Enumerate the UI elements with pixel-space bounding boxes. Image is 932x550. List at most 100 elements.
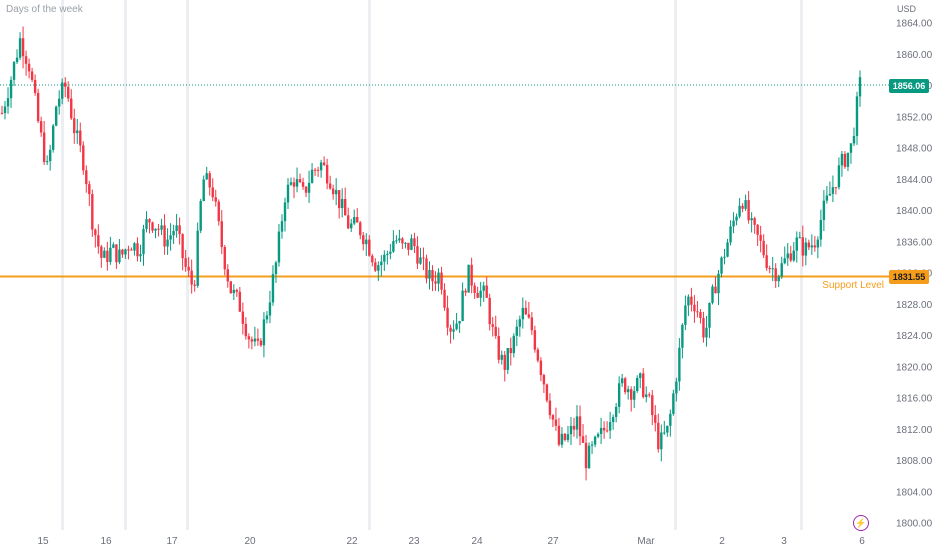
candle-body (828, 193, 832, 196)
candle-body (214, 197, 217, 202)
candle-body (217, 201, 220, 222)
candle-body (127, 249, 130, 251)
candle-body (479, 290, 482, 298)
candle-body (485, 285, 488, 298)
candle-body (157, 228, 160, 230)
candle-body (253, 338, 257, 342)
candle-body (687, 296, 690, 306)
candle-body (636, 377, 639, 392)
candle-body (681, 324, 684, 348)
candle-body (172, 230, 175, 236)
candle-body (27, 63, 31, 72)
candle-body (425, 258, 428, 279)
candle-body (566, 434, 570, 440)
candle-body (626, 389, 630, 393)
candle-body (88, 184, 91, 195)
candle-body (596, 434, 600, 437)
candle-body (331, 188, 335, 195)
candle-body (61, 82, 64, 99)
candle-body (307, 182, 311, 193)
candle-body (663, 432, 666, 434)
candle-body (226, 269, 229, 282)
candle-body (100, 246, 103, 258)
candle-body (313, 169, 317, 171)
candle-body (834, 187, 838, 189)
candle-body (166, 239, 169, 247)
candle-body (106, 250, 109, 262)
candle-body (852, 135, 856, 144)
candle-body (858, 77, 862, 97)
candle-body (51, 125, 55, 150)
candle-body (578, 416, 582, 437)
candle-body (413, 238, 416, 247)
candle-body (383, 254, 386, 262)
candle-body (642, 373, 645, 398)
y-tick-label: 1840.00 (896, 206, 932, 217)
candle-body (178, 225, 181, 235)
candle-body (39, 121, 43, 133)
candle-body (58, 98, 61, 107)
candle-body (467, 264, 470, 293)
x-tick-label: 16 (100, 536, 112, 547)
candle-body (347, 215, 350, 229)
candle-body (443, 289, 446, 308)
candle-body (232, 289, 236, 294)
candle-body (362, 235, 365, 245)
lightning-icon[interactable]: ⚡ (853, 515, 869, 531)
candle-body (672, 393, 675, 414)
candle-body (690, 296, 693, 305)
candle-body (771, 268, 774, 270)
candle-body (503, 354, 506, 370)
candle-body (169, 235, 172, 240)
candle-body (545, 384, 549, 401)
candle-body (0, 112, 4, 114)
candle-body (112, 244, 115, 248)
x-tick-label: 3 (781, 536, 787, 547)
candle-body (494, 326, 497, 336)
candle-body (491, 324, 494, 327)
candle-body (455, 323, 458, 330)
candle-body (530, 317, 534, 331)
candle-body (669, 413, 672, 426)
candle-body (118, 249, 121, 263)
candle-body (461, 290, 464, 322)
candle-body (30, 71, 34, 80)
candle-body (48, 149, 52, 162)
candle-body (298, 179, 302, 183)
session-separator (800, 0, 803, 530)
y-tick-label: 1804.00 (896, 487, 932, 498)
candle-body (259, 340, 263, 346)
candle-body (497, 335, 500, 360)
candle-body (452, 329, 455, 332)
y-tick-label: 1800.00 (896, 519, 932, 530)
candle-body (786, 253, 789, 259)
candle-body (12, 62, 16, 80)
candle-body (431, 269, 434, 282)
candle-body (738, 205, 741, 217)
candle-body (660, 432, 663, 450)
candle-body (693, 304, 696, 312)
candle-body (395, 240, 398, 242)
candle-body (353, 217, 356, 224)
candle-body (109, 247, 112, 262)
candle-body (735, 216, 738, 221)
candle-body (70, 98, 73, 119)
candle-body (473, 285, 476, 293)
candle-body (437, 272, 440, 284)
candle-body (527, 314, 531, 318)
candle-body (581, 436, 585, 443)
candle-body (590, 444, 594, 446)
candle-body (15, 57, 19, 63)
candle-body (795, 237, 798, 251)
x-tick-label: 2 (719, 536, 725, 547)
y-tick-label: 1848.00 (896, 144, 932, 155)
candle-body (160, 225, 163, 230)
candle-body (247, 336, 251, 340)
candle-body (798, 237, 801, 239)
candle-body (840, 153, 844, 166)
candle-body (256, 338, 260, 341)
candle-body (825, 195, 829, 201)
candle-body (295, 179, 299, 187)
candle-body (611, 416, 615, 423)
